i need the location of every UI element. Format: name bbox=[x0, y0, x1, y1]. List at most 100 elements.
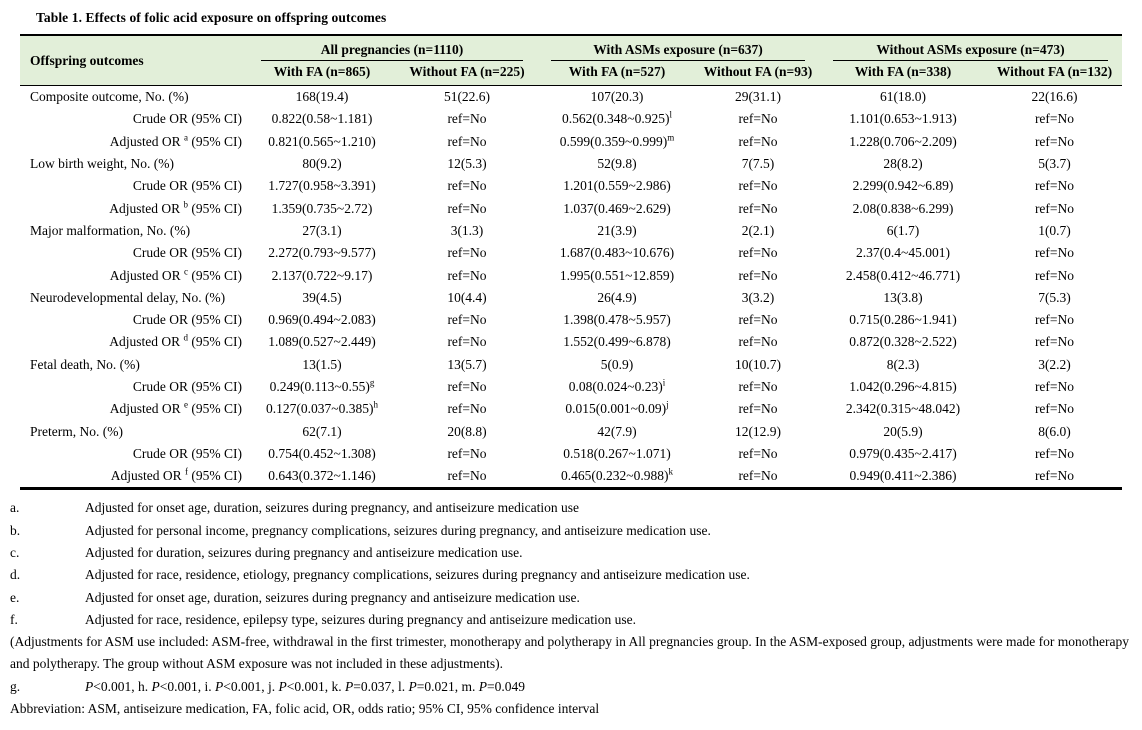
group-label: Without ASMs exposure (n=473) bbox=[833, 41, 1108, 61]
cell: 7(5.3) bbox=[1038, 289, 1071, 305]
cell: ref=No bbox=[1034, 200, 1075, 216]
cell: 10(10.7) bbox=[734, 356, 782, 372]
group-label: With ASMs exposure (n=637) bbox=[551, 41, 805, 61]
footnote-label: d. bbox=[10, 567, 21, 583]
footnote-item: g. P<0.001, h. P<0.001, i. P<0.001, j. P<… bbox=[10, 676, 1132, 698]
cell: 0.754(0.452~1.308) bbox=[268, 445, 376, 461]
row-label: Crude OR (95% CI) bbox=[132, 312, 242, 328]
sub-header: Without FA (n=225) bbox=[397, 61, 537, 86]
footnote-label: e. bbox=[10, 589, 20, 605]
cell: 0.465(0.232~0.988)k bbox=[561, 466, 673, 484]
row-label: Adjusted OR c (95% CI) bbox=[109, 266, 242, 283]
table-row: Crude OR (95% CI) 0.754(0.452~1.308) ref=N… bbox=[20, 443, 1122, 465]
cell: 0.949(0.411~2.386) bbox=[849, 468, 957, 484]
cell: 22(16.6) bbox=[1031, 89, 1078, 105]
table-row: Crude OR (95% CI) 0.969(0.494~2.083) ref=N… bbox=[20, 309, 1122, 331]
cell: ref=No bbox=[1034, 111, 1075, 127]
cell: 8(6.0) bbox=[1038, 423, 1071, 439]
group-header: Without ASMs exposure (n=473) bbox=[819, 35, 1122, 61]
cell: 0.015(0.001~0.09)j bbox=[565, 399, 669, 417]
cell: 13(3.8) bbox=[883, 289, 923, 305]
corner-header: Offspring outcomes bbox=[20, 35, 247, 86]
cell: 1.228(0.706~2.209) bbox=[849, 133, 957, 149]
cell: ref=No bbox=[1034, 178, 1075, 194]
cell: ref=No bbox=[1034, 445, 1075, 461]
cell: ref=No bbox=[1034, 468, 1075, 484]
row-label: Adjusted OR b (95% CI) bbox=[109, 199, 242, 216]
cell: 1.042(0.296~4.815) bbox=[849, 379, 957, 394]
cell: ref=No bbox=[447, 468, 487, 484]
cell: ref=No bbox=[447, 312, 487, 328]
footnote-label: a. bbox=[10, 500, 20, 516]
footnote-text: Adjusted for race, residence, etiology, … bbox=[85, 567, 750, 583]
group-header: With ASMs exposure (n=637) bbox=[537, 35, 819, 61]
footnote-text: P<0.001, h. P<0.001, i. P<0.001, j. P<0.… bbox=[85, 678, 525, 694]
cell: 1.552(0.499~6.878) bbox=[563, 334, 671, 350]
outcomes-table: Offspring outcomes All pregnancies (n=11… bbox=[20, 34, 1122, 491]
cell: ref=No bbox=[738, 468, 778, 484]
footnote-item: e. Adjusted for onset age, duration, seiz… bbox=[10, 587, 1132, 609]
cell: 1.995(0.551~12.859) bbox=[559, 267, 675, 283]
cell: ref=No bbox=[447, 133, 487, 149]
group-header: All pregnancies (n=1110) bbox=[247, 35, 537, 61]
cell: 0.822(0.58~1.181) bbox=[271, 111, 373, 127]
cell: 5(0.9) bbox=[600, 356, 634, 372]
cell: ref=No bbox=[447, 379, 487, 394]
cell: 2.08(0.838~6.299) bbox=[852, 200, 954, 216]
cell: 39(4.5) bbox=[302, 289, 342, 305]
row-label: Crude OR (95% CI) bbox=[132, 445, 242, 461]
footnote-label: c. bbox=[10, 544, 20, 560]
footnote-item: d. Adjusted for race, residence, etiology… bbox=[10, 564, 1132, 586]
footnote-text: Adjusted for race, residence, epilepsy t… bbox=[85, 611, 637, 627]
cell: ref=No bbox=[447, 245, 487, 261]
cell: 5(3.7) bbox=[1038, 156, 1071, 172]
cell: 26(4.9) bbox=[597, 289, 637, 305]
cell: 2.458(0.412~46.771) bbox=[845, 267, 961, 283]
cell: 42(7.9) bbox=[597, 423, 637, 439]
footnote-text: Adjusted for duration, seizures during p… bbox=[85, 544, 523, 560]
row-label: Major malformation, No. (%) bbox=[30, 222, 191, 238]
cell: 1.727(0.958~3.391) bbox=[268, 178, 376, 194]
cell: 107(20.3) bbox=[590, 89, 644, 105]
cell: ref=No bbox=[1034, 401, 1075, 417]
cell: ref=No bbox=[1034, 267, 1075, 283]
cell: 13(5.7) bbox=[447, 356, 487, 372]
cell: 0.643(0.372~1.146) bbox=[268, 468, 376, 484]
cell: ref=No bbox=[447, 401, 487, 417]
cell: ref=No bbox=[1034, 133, 1075, 149]
page-title: Table 1. Effects of folic acid exposure … bbox=[36, 10, 387, 25]
cell: 29(31.1) bbox=[734, 89, 782, 105]
cell: ref=No bbox=[447, 334, 487, 350]
sub-header: Without FA (n=132) bbox=[987, 61, 1122, 86]
cell: 2.299(0.942~6.89) bbox=[852, 178, 954, 194]
cell: 0.872(0.328~2.522) bbox=[849, 334, 957, 350]
table-body: Composite outcome, No. (%) 168(19.4) 51(22… bbox=[20, 86, 1122, 489]
cell: ref=No bbox=[738, 200, 778, 216]
footnote-item: a. Adjusted for onset age, duration, seiz… bbox=[10, 497, 1132, 519]
cell: 168(19.4) bbox=[295, 89, 349, 105]
table-row: Adjusted OR d (95% CI) 1.089(0.527~2.449)… bbox=[20, 331, 1122, 353]
sub-header: With FA (n=338) bbox=[819, 61, 987, 86]
cell: ref=No bbox=[738, 111, 778, 127]
footnote-item: b. Adjusted for personal income, pregnanc… bbox=[10, 520, 1132, 542]
table-row: Adjusted OR e (95% CI) 0.127(0.037~0.385)… bbox=[20, 398, 1122, 420]
row-label: Low birth weight, No. (%) bbox=[30, 156, 174, 172]
group-label: All pregnancies (n=1110) bbox=[261, 41, 523, 61]
cell: ref=No bbox=[738, 312, 778, 328]
footnote-label: f. bbox=[10, 611, 18, 627]
row-label: Adjusted OR d (95% CI) bbox=[109, 332, 242, 350]
row-label: Fetal death, No. (%) bbox=[30, 356, 140, 372]
cell: 1.359(0.735~2.72) bbox=[271, 200, 373, 216]
table-row: Low birth weight, No. (%) 80(9.2) 12(5.3) 5… bbox=[20, 153, 1122, 175]
cell: 51(22.6) bbox=[443, 89, 491, 105]
cell: 3(1.3) bbox=[450, 222, 484, 238]
cell: ref=No bbox=[447, 200, 487, 216]
table-header: Offspring outcomes All pregnancies (n=11… bbox=[20, 35, 1122, 86]
cell: ref=No bbox=[1034, 312, 1075, 328]
cell: 21(3.9) bbox=[597, 222, 637, 238]
footnote-text: Adjusted for onset age, duration, seizur… bbox=[85, 589, 580, 605]
cell: 61(18.0) bbox=[879, 89, 927, 105]
table-row: Major malformation, No. (%) 27(3.1) 3(1.3)… bbox=[20, 220, 1122, 242]
footnotes: a. Adjusted for onset age, duration, seiz… bbox=[10, 497, 1132, 720]
cell: 0.969(0.494~2.083) bbox=[268, 312, 376, 328]
